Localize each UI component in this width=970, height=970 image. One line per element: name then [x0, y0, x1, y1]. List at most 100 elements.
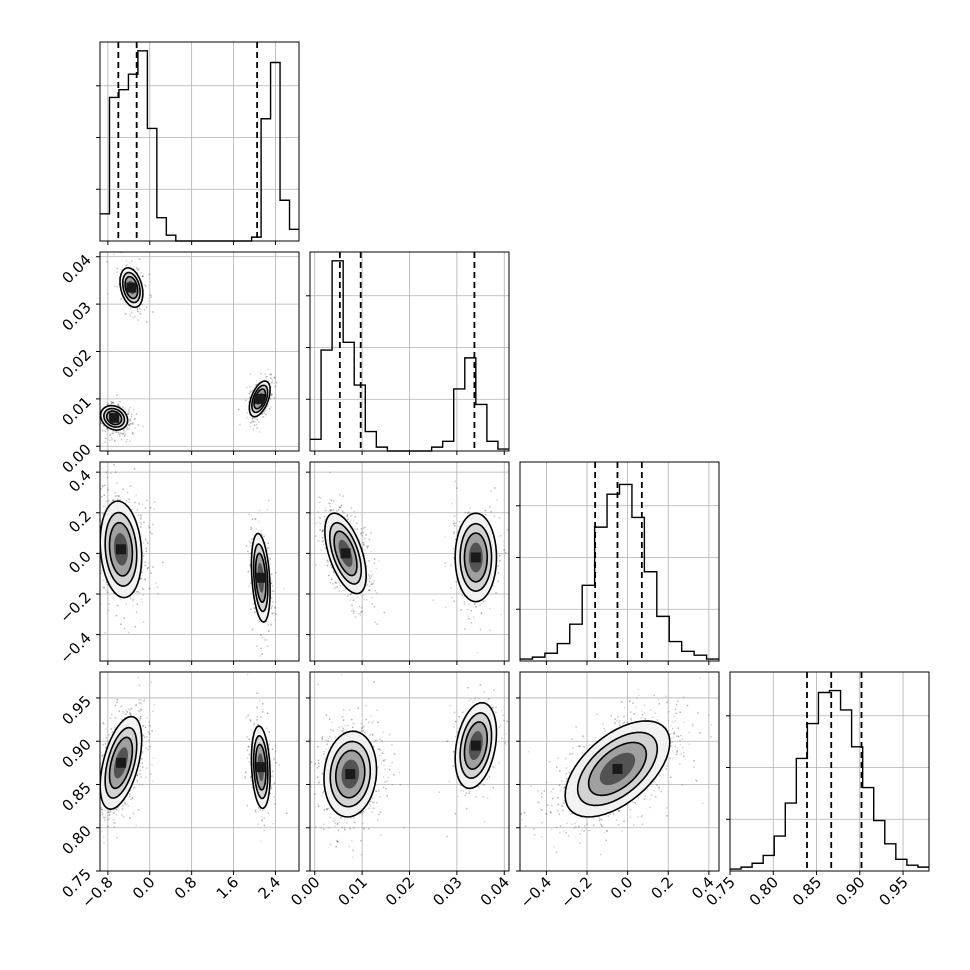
sample-point [467, 615, 470, 617]
sample-point [356, 596, 359, 599]
sample-point [118, 433, 121, 436]
sample-point [640, 717, 642, 719]
sample-point [96, 796, 98, 798]
sample-point [246, 804, 249, 807]
sample-point [127, 413, 129, 415]
sample-point [142, 425, 144, 428]
sample-point [465, 807, 468, 810]
sample-point [372, 801, 374, 803]
sample-point [463, 603, 466, 605]
sample-point [386, 795, 388, 797]
sample-point [458, 520, 461, 523]
sample-point [130, 707, 133, 709]
sample-point [331, 721, 333, 724]
sample-point [102, 722, 104, 724]
sample-point [251, 419, 254, 422]
joint-panel-2-3 [516, 671, 720, 875]
sample-point [139, 518, 142, 521]
sample-point [378, 560, 381, 562]
sample-point [368, 575, 371, 578]
sample-point [105, 581, 108, 584]
contour-line [105, 410, 123, 426]
sample-point [260, 372, 262, 375]
sample-point [385, 787, 387, 790]
sample-point [464, 511, 467, 514]
density-peak [345, 769, 356, 780]
sample-point [264, 542, 266, 544]
sample-point [126, 426, 128, 429]
sample-point [260, 634, 262, 636]
sample-point [329, 581, 332, 584]
sample-point [143, 700, 145, 702]
sample-point [325, 510, 327, 512]
sample-point [328, 827, 330, 829]
sample-point [138, 809, 140, 811]
sample-point [145, 321, 148, 323]
sample-point [273, 382, 275, 384]
sample-point [138, 258, 141, 260]
sample-point [256, 645, 258, 647]
sample-point [269, 563, 272, 565]
sample-point [369, 585, 371, 588]
sample-point [335, 582, 337, 584]
sample-point [137, 310, 139, 313]
sample-point [454, 524, 456, 527]
panel-frame [729, 671, 930, 872]
sample-point [97, 529, 99, 531]
contour-line [250, 725, 271, 810]
sample-point [368, 580, 371, 583]
sample-point [258, 421, 260, 424]
sample-point [461, 594, 464, 597]
sample-point [378, 790, 380, 792]
sample-point [253, 424, 256, 427]
sample-point [128, 709, 131, 712]
sample-point [250, 775, 252, 778]
sample-point [93, 813, 95, 815]
sample-point [125, 264, 128, 267]
sample-point [315, 522, 317, 524]
sample-point [465, 792, 467, 794]
sample-point [327, 574, 330, 577]
sample-point [363, 810, 365, 813]
sample-point [253, 607, 255, 609]
sample-point [338, 726, 340, 729]
sample-point [337, 822, 339, 824]
contour-line [334, 749, 366, 799]
sample-point [140, 526, 142, 528]
sample-point [271, 601, 274, 603]
sample-point [147, 524, 150, 527]
sample-point [119, 435, 121, 437]
sample-point [145, 306, 148, 308]
sample-point [250, 527, 252, 530]
sample-point [483, 821, 486, 823]
sample-point [251, 389, 254, 392]
sample-point [669, 757, 671, 760]
sample-point [450, 564, 452, 567]
sample-point [118, 283, 121, 286]
sample-point [446, 740, 449, 742]
sample-point [138, 684, 141, 687]
sample-point [147, 748, 149, 751]
sample-point [113, 463, 115, 466]
sample-point [115, 809, 118, 811]
sample-point [493, 766, 496, 769]
sample-point [367, 545, 369, 547]
sample-point [135, 611, 138, 614]
sample-point [363, 553, 366, 555]
sample-point [115, 604, 118, 607]
sample-point [393, 774, 395, 776]
sample-point [271, 381, 273, 384]
sample-point [372, 720, 375, 722]
sample-point [255, 383, 258, 386]
sample-point [92, 758, 94, 760]
sample-point [366, 579, 368, 582]
sample-point [100, 572, 102, 575]
sample-point [122, 406, 124, 409]
sample-point [371, 583, 373, 586]
sample-point [88, 577, 90, 579]
sample-point [555, 826, 558, 829]
sample-point [113, 826, 116, 828]
sample-point [115, 430, 118, 432]
sample-point [117, 403, 120, 406]
sample-point [100, 763, 102, 765]
